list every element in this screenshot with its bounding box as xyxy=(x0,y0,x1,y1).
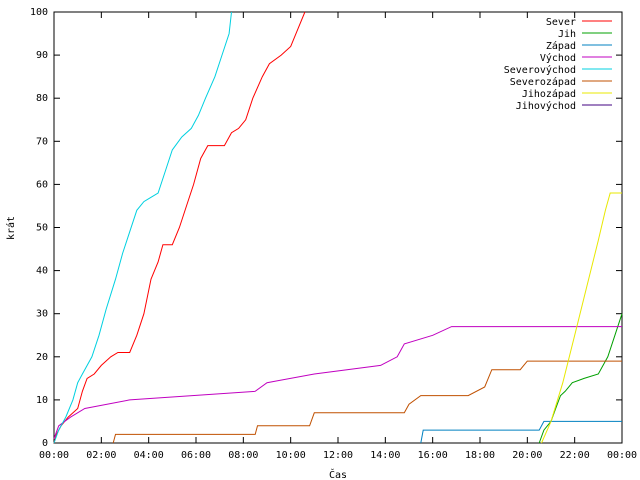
series-line-5 xyxy=(112,360,622,444)
x-tick-label: 10:00 xyxy=(276,450,306,461)
y-tick-label: 70 xyxy=(36,136,48,147)
legend-label: Jihozápad xyxy=(522,88,576,100)
x-tick-label: 02:00 xyxy=(86,450,116,461)
y-tick-label: 80 xyxy=(36,93,48,104)
x-tick-label: 16:00 xyxy=(418,450,448,461)
y-tick-label: 0 xyxy=(42,438,48,449)
y-axis-title: krát xyxy=(5,216,17,240)
y-tick-label: 100 xyxy=(30,7,48,18)
x-tick-label: 00:00 xyxy=(607,450,637,461)
x-axis-title: Čas xyxy=(329,468,347,480)
x-tick-label: 18:00 xyxy=(465,450,495,461)
y-tick-label: 50 xyxy=(36,223,48,234)
y-tick-label: 20 xyxy=(36,352,48,363)
legend-label: Východ xyxy=(540,52,576,64)
series-line-2 xyxy=(420,420,622,444)
y-tick-label: 60 xyxy=(36,179,48,190)
x-tick-label: 22:00 xyxy=(560,450,590,461)
legend-label: Sever xyxy=(546,17,576,28)
x-tick-label: 06:00 xyxy=(181,450,211,461)
series-line-0 xyxy=(53,11,306,444)
x-tick-label: 12:00 xyxy=(323,450,353,461)
y-tick-label: 40 xyxy=(36,266,48,277)
series-line-3 xyxy=(53,326,622,439)
series-line-1 xyxy=(538,313,623,444)
legend-label: Severovýchod xyxy=(504,64,576,76)
x-tick-label: 14:00 xyxy=(370,450,400,461)
series-line-4 xyxy=(53,11,232,444)
y-tick-label: 30 xyxy=(36,309,48,320)
legend-label: Jihovýchod xyxy=(516,100,576,112)
y-tick-label: 90 xyxy=(36,50,48,61)
x-tick-label: 04:00 xyxy=(134,450,164,461)
series-line-6 xyxy=(541,192,622,444)
x-tick-label: 00:00 xyxy=(39,450,69,461)
legend-label: Jih xyxy=(558,29,576,40)
x-tick-label: 08:00 xyxy=(228,450,258,461)
series-lines xyxy=(53,11,623,444)
legend-label: Severozápad xyxy=(510,76,576,88)
x-tick-label: 20:00 xyxy=(512,450,542,461)
axis-ticks: 0 10 20 30 40 50 60 70 80 90 100 00:00 02:00 04:00 06:… xyxy=(30,7,637,461)
y-tick-label: 10 xyxy=(36,395,48,406)
legend: SeverJihZápadVýchodSeverovýchodSeverozáp… xyxy=(504,17,612,112)
legend-label: Západ xyxy=(546,40,576,52)
